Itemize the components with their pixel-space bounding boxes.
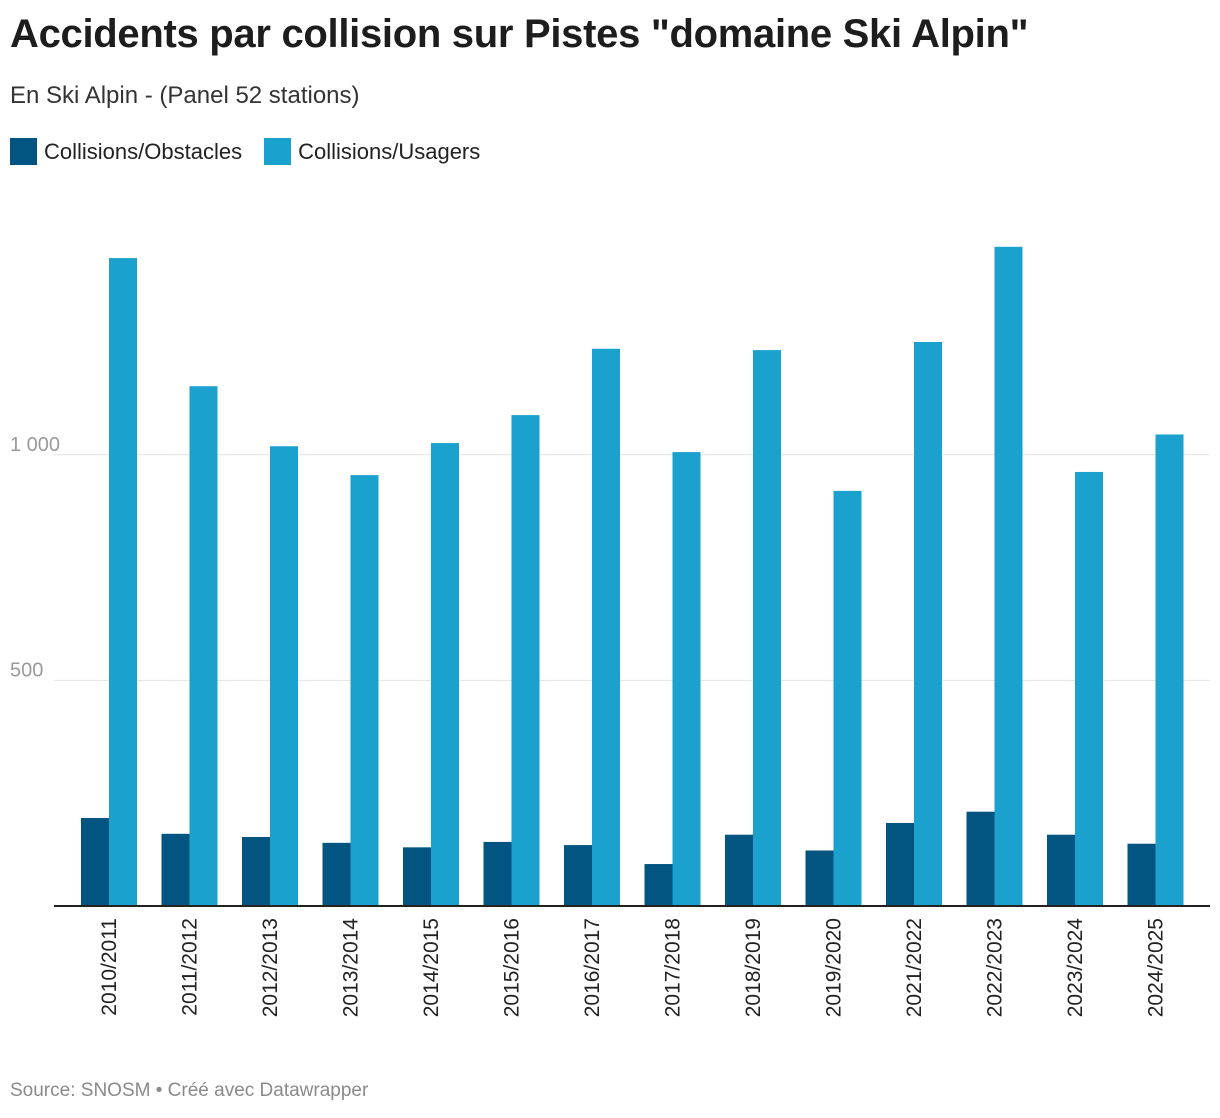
bar-obstacles-2021-2022 xyxy=(886,822,914,906)
bar-obstacles-2013-2014 xyxy=(322,842,351,906)
bar-usagers-2024-2025 xyxy=(1155,434,1184,906)
y-tick-label-500: 500 xyxy=(10,659,43,681)
x-tick-label-2012-2013: 2012/2013 xyxy=(259,918,282,1017)
bar-usagers-2022-2023 xyxy=(994,246,1023,906)
source-separator: • xyxy=(150,1080,168,1101)
source-link[interactable]: SNOSM xyxy=(80,1080,151,1101)
bar-obstacles-2022-2023 xyxy=(966,811,995,906)
x-tick-label-2014-2015: 2014/2015 xyxy=(420,918,443,1017)
bar-usagers-2010-2011 xyxy=(109,258,137,907)
x-tick-label-2024-2025: 2024/2025 xyxy=(1145,918,1168,1017)
x-tick-label-2010-2011: 2010/2011 xyxy=(98,918,121,1016)
bar-usagers-2013-2014 xyxy=(350,475,379,906)
bar-obstacles-2015-2016 xyxy=(483,841,512,906)
bar-obstacles-2016-2017 xyxy=(564,845,592,906)
bar-usagers-2011-2012 xyxy=(189,386,218,906)
legend-swatch-obstacles xyxy=(10,138,37,165)
bar-usagers-2018-2019 xyxy=(753,350,781,907)
bar-usagers-2012-2013 xyxy=(270,446,298,906)
source-note: Source: SNOSM • Créé avec Datawrapper xyxy=(10,1080,368,1102)
source-prefix: Source: xyxy=(10,1080,81,1101)
bar-usagers-2016-2017 xyxy=(592,348,620,906)
chart-subtitle: En Ski Alpin - (Panel 52 stations) xyxy=(10,82,360,109)
bar-usagers-2019-2020 xyxy=(833,490,862,906)
x-tick-label-2017-2018: 2017/2018 xyxy=(662,918,685,1017)
bar-usagers-2021-2022 xyxy=(914,342,942,906)
x-tick-label-2021-2022: 2021/2022 xyxy=(903,918,926,1017)
x-tick-label-2013-2014: 2013/2014 xyxy=(340,918,363,1018)
y-tick-label-1000: 1 000 xyxy=(10,434,60,456)
x-tick-label-2023-2024: 2023/2024 xyxy=(1064,918,1087,1018)
chart-title: Accidents par collision sur Pistes "doma… xyxy=(10,12,1029,56)
legend-item-obstacles: Collisions/Obstacles xyxy=(10,138,242,165)
legend: Collisions/Obstacles Collisions/Usagers xyxy=(10,138,502,165)
bar-obstacles-2014-2015 xyxy=(403,847,431,906)
x-tick-label-2016-2017: 2016/2017 xyxy=(581,918,604,1017)
bar-obstacles-2018-2019 xyxy=(725,834,753,906)
bar-usagers-2023-2024 xyxy=(1075,471,1103,906)
x-tick-label-2011-2012: 2011/2012 xyxy=(179,918,202,1016)
bar-obstacles-2023-2024 xyxy=(1047,834,1075,906)
bar-obstacles-2019-2020 xyxy=(805,850,834,906)
bar-obstacles-2017-2018 xyxy=(644,864,673,906)
x-tick-label-2015-2016: 2015/2016 xyxy=(501,918,524,1017)
legend-label-obstacles: Collisions/Obstacles xyxy=(44,138,243,164)
bar-obstacles-2024-2025 xyxy=(1127,843,1156,906)
legend-label-usagers: Collisions/Usagers xyxy=(298,138,481,164)
legend-swatch-usagers xyxy=(264,138,292,165)
bar-chart: 500 1 000 2010/2011 2011/2012 2012/2013 2013/… xyxy=(10,246,1210,1018)
credit-link[interactable]: Créé avec Datawrapper xyxy=(167,1080,369,1101)
x-tick-label-2019-2020: 2019/2020 xyxy=(823,918,846,1017)
bar-obstacles-2011-2012 xyxy=(161,833,190,906)
x-tick-label-2022-2023: 2022/2023 xyxy=(984,918,1007,1017)
legend-item-usagers: Collisions/Usagers xyxy=(264,138,480,165)
bar-usagers-2017-2018 xyxy=(672,452,701,906)
x-tick-label-2018-2019: 2018/2019 xyxy=(742,918,765,1017)
bar-usagers-2014-2015 xyxy=(431,443,459,906)
bar-obstacles-2010-2011 xyxy=(81,818,109,906)
bar-obstacles-2012-2013 xyxy=(242,836,270,906)
bar-usagers-2015-2016 xyxy=(511,415,540,906)
